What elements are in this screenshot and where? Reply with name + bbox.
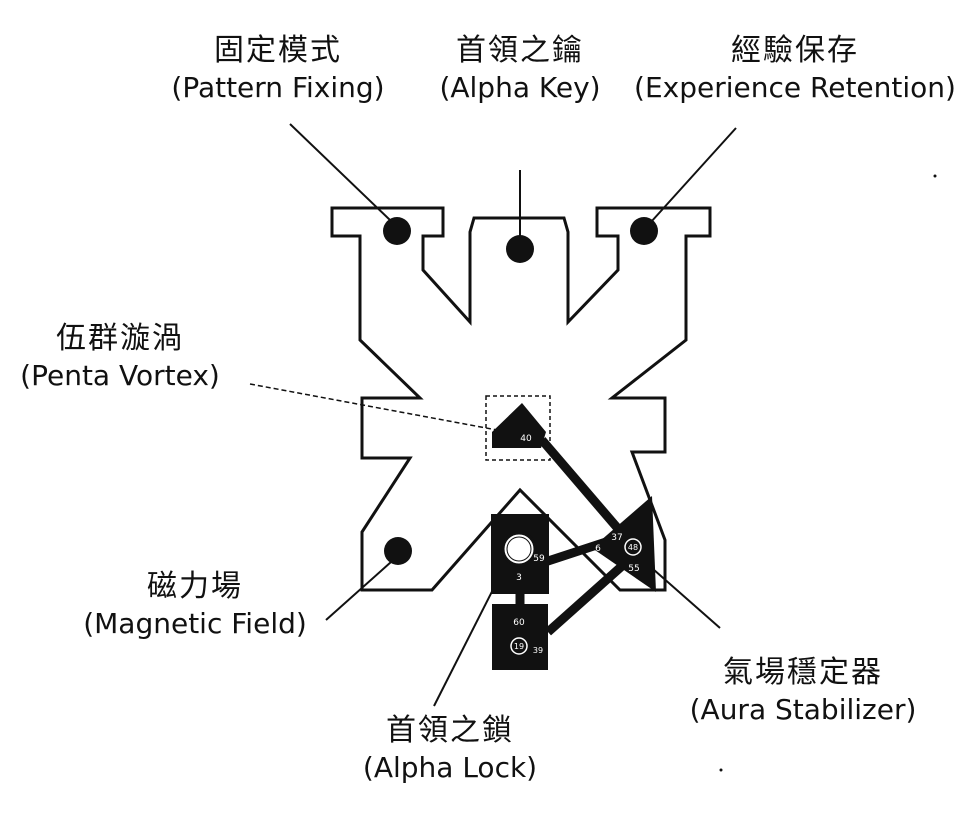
label-alpha-key-zh: 首領之鑰 (456, 33, 584, 68)
lock-bottom-number: 3 (516, 573, 522, 583)
leader-pattern-fixing (289, 123, 392, 222)
label-aura-stabilizer-zh: 氣場穩定器 (723, 655, 883, 690)
label-alpha-lock-en: (Alpha Lock) (362, 750, 538, 784)
lower-block (492, 604, 548, 670)
label-penta-vortex-zh: 伍群漩渦 (56, 321, 184, 356)
stab-bottom-number: 55 (628, 564, 639, 574)
stab-top-number: 37 (611, 533, 622, 543)
label-alpha-key-en: (Alpha Key) (439, 70, 601, 104)
lower-top-number: 60 (513, 618, 525, 628)
pattern-fixing-dot (383, 217, 411, 245)
label-alpha-lock: 首領之鎖 (Alpha Lock) (330, 712, 570, 785)
leader-aura-stabilizer (644, 561, 721, 629)
alpha-key-dot (506, 235, 534, 263)
leader-magnetic-field (325, 561, 392, 621)
speck (933, 174, 937, 178)
label-experience-retention: 經驗保存 (Experience Retention) (630, 32, 960, 105)
label-pattern-fixing: 固定模式 (Pattern Fixing) (128, 32, 428, 105)
label-magnetic-field: 磁力場 (Magnetic Field) (60, 568, 330, 641)
aura-stabilizer-triangle (592, 496, 656, 592)
vortex-number: 40 (520, 434, 532, 444)
label-penta-vortex: 伍群漩渦 (Penta Vortex) (0, 320, 240, 393)
magnetic-field-dot (384, 537, 412, 565)
stab-left-number: 6 (595, 544, 601, 554)
experience-retention-dot (630, 217, 658, 245)
label-alpha-key: 首領之鑰 (Alpha Key) (398, 32, 642, 105)
penta-vortex-dashed-box (485, 395, 551, 461)
device-body-outline (330, 206, 712, 592)
penta-vortex-triangle (492, 403, 546, 448)
label-alpha-lock-zh: 首領之鎖 (386, 713, 514, 748)
label-pattern-fixing-en: (Pattern Fixing) (171, 70, 385, 104)
lock-right-number: 59 (533, 554, 545, 564)
stab-circle (624, 538, 642, 556)
label-pattern-fixing-zh: 固定模式 (214, 33, 342, 68)
lower-right-number: 39 (533, 646, 543, 655)
label-aura-stabilizer-en: (Aura Stabilizer) (689, 692, 917, 726)
leader-experience-retention (650, 127, 737, 223)
stab-circle-number: 48 (628, 543, 638, 552)
lower-circle (510, 637, 528, 655)
label-magnetic-field-en: (Magnetic Field) (83, 606, 307, 640)
leader-penta-vortex (249, 383, 498, 431)
alpha-lock-ring-inner (506, 536, 532, 562)
label-experience-retention-zh: 經驗保存 (731, 33, 859, 68)
label-penta-vortex-en: (Penta Vortex) (20, 358, 220, 392)
label-experience-retention-en: (Experience Retention) (634, 70, 956, 104)
connector-lower-stabilizer (545, 562, 625, 636)
label-aura-stabilizer: 氣場穩定器 (Aura Stabilizer) (668, 654, 938, 727)
lower-circle-number: 19 (514, 642, 524, 651)
speck (719, 768, 723, 772)
label-magnetic-field-zh: 磁力場 (147, 569, 243, 604)
